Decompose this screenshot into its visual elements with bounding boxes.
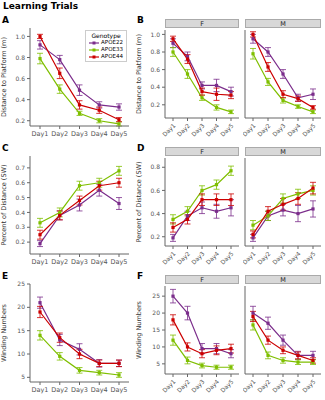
- svg-text:Day1: Day1: [161, 250, 178, 267]
- svg-text:0.6: 0.6: [150, 187, 160, 194]
- svg-text:Day5: Day5: [219, 122, 236, 139]
- svg-text:Day2: Day2: [175, 122, 192, 139]
- svg-text:Day1: Day1: [32, 130, 49, 138]
- svg-text:0.2: 0.2: [15, 238, 25, 245]
- svg-text:Day4: Day4: [286, 122, 303, 139]
- svg-text:5: 5: [21, 373, 25, 380]
- svg-text:Day5: Day5: [111, 130, 128, 138]
- svg-text:0.4: 0.4: [15, 96, 25, 103]
- html-text:F: F: [200, 20, 204, 28]
- svg-text:0.4: 0.4: [150, 210, 160, 217]
- svg-text:Day2: Day2: [256, 250, 273, 267]
- svg-text:0.7: 0.7: [15, 164, 25, 171]
- html-text:C: C: [2, 143, 9, 153]
- svg-text:Day3: Day3: [71, 258, 88, 266]
- html-text:Learning Trials: Learning Trials: [3, 1, 78, 11]
- svg-text:Day3: Day3: [71, 130, 88, 138]
- svg-text:Day5: Day5: [111, 258, 128, 266]
- svg-text:Day1: Day1: [243, 378, 258, 395]
- svg-text:Day4: Day4: [204, 122, 221, 139]
- svg-text:10: 10: [17, 350, 25, 357]
- svg-text:Distance to Platform (m): Distance to Platform (m): [8, 37, 9, 117]
- svg-text:Day4: Day4: [286, 250, 303, 267]
- svg-text:0.5: 0.5: [15, 194, 25, 201]
- html-text:A: A: [2, 15, 9, 25]
- svg-text:Day4: Day4: [91, 386, 108, 394]
- svg-text:Day3: Day3: [271, 378, 288, 395]
- svg-text:0.8: 0.8: [150, 163, 160, 170]
- svg-text:0.8: 0.8: [150, 48, 160, 55]
- svg-text:5: 5: [156, 360, 160, 367]
- html-text:F: F: [200, 148, 204, 156]
- svg-text:Day2: Day2: [51, 386, 68, 394]
- svg-text:0.4: 0.4: [150, 83, 160, 90]
- svg-text:Day1: Day1: [32, 386, 49, 394]
- svg-text:1.0: 1.0: [15, 33, 25, 40]
- svg-text:0.6: 0.6: [150, 66, 160, 73]
- html-text:F: F: [137, 271, 144, 281]
- svg-text:Day4: Day4: [91, 258, 108, 266]
- svg-text:Winding Numbers: Winding Numbers: [135, 300, 143, 359]
- svg-text:Day5: Day5: [219, 378, 236, 395]
- html-text:M: M: [280, 20, 286, 28]
- svg-text:Day2: Day2: [175, 250, 192, 267]
- svg-text:15: 15: [17, 327, 25, 334]
- html-text:F: F: [200, 276, 204, 284]
- svg-text:20: 20: [152, 309, 160, 316]
- svg-text:Day2: Day2: [51, 130, 68, 138]
- svg-text:0.6: 0.6: [15, 179, 25, 186]
- svg-text:Day1: Day1: [32, 258, 49, 266]
- svg-text:Day2: Day2: [51, 258, 68, 266]
- svg-text:Distance to Platform (m): Distance to Platform (m): [135, 34, 143, 114]
- svg-text:0.2: 0.2: [150, 101, 160, 108]
- svg-text:Percent of Distance (SW): Percent of Distance (SW): [135, 162, 143, 243]
- svg-text:0.3: 0.3: [15, 223, 25, 230]
- html-text:D: D: [137, 143, 145, 153]
- svg-text:10: 10: [152, 343, 160, 350]
- svg-text:Day1: Day1: [243, 250, 258, 267]
- svg-text:0.2: 0.2: [15, 117, 25, 124]
- svg-text:Day5: Day5: [219, 250, 236, 267]
- html-text:E: E: [2, 271, 9, 281]
- svg-text:0.8: 0.8: [15, 54, 25, 61]
- svg-text:Day5: Day5: [301, 250, 317, 267]
- svg-text:1.0: 1.0: [150, 31, 160, 38]
- svg-text:25: 25: [152, 292, 160, 299]
- svg-text:Day2: Day2: [175, 378, 192, 395]
- html-text:APOE33: APOE33: [101, 46, 123, 52]
- svg-text:Day5: Day5: [301, 378, 317, 395]
- html-text:APOE44: APOE44: [101, 53, 123, 59]
- svg-text:Percent of Distance (SW): Percent of Distance (SW): [8, 165, 9, 246]
- svg-text:Day3: Day3: [271, 250, 288, 267]
- svg-text:Day3: Day3: [190, 378, 207, 395]
- svg-text:20: 20: [17, 303, 25, 310]
- svg-text:Day2: Day2: [256, 122, 273, 139]
- svg-text:Day3: Day3: [71, 386, 88, 394]
- svg-text:0.4: 0.4: [15, 209, 25, 216]
- html-text:M: M: [280, 276, 286, 284]
- html-text:B: B: [137, 15, 144, 25]
- svg-text:Day3: Day3: [271, 122, 288, 139]
- svg-text:Day4: Day4: [204, 250, 221, 267]
- svg-text:Day5: Day5: [301, 122, 317, 139]
- svg-text:Winding Numbers: Winding Numbers: [8, 303, 9, 362]
- svg-text:Day1: Day1: [243, 122, 258, 139]
- html-text:M: M: [280, 148, 286, 156]
- svg-text:Day3: Day3: [190, 250, 207, 267]
- svg-text:15: 15: [152, 326, 160, 333]
- svg-text:Day4: Day4: [286, 378, 303, 395]
- svg-text:0.6: 0.6: [15, 75, 25, 82]
- html-text:APOE22: APOE22: [101, 39, 123, 45]
- svg-text:25: 25: [17, 280, 25, 287]
- svg-text:Day1: Day1: [161, 378, 178, 395]
- svg-text:0.2: 0.2: [150, 233, 160, 240]
- svg-text:Day5: Day5: [111, 386, 128, 394]
- svg-text:Day4: Day4: [91, 130, 108, 138]
- svg-text:Day3: Day3: [190, 122, 207, 139]
- svg-text:Day4: Day4: [204, 378, 221, 395]
- html-text:Genotype: Genotype: [91, 32, 121, 39]
- svg-text:Day2: Day2: [256, 378, 273, 395]
- svg-text:Day1: Day1: [161, 122, 178, 139]
